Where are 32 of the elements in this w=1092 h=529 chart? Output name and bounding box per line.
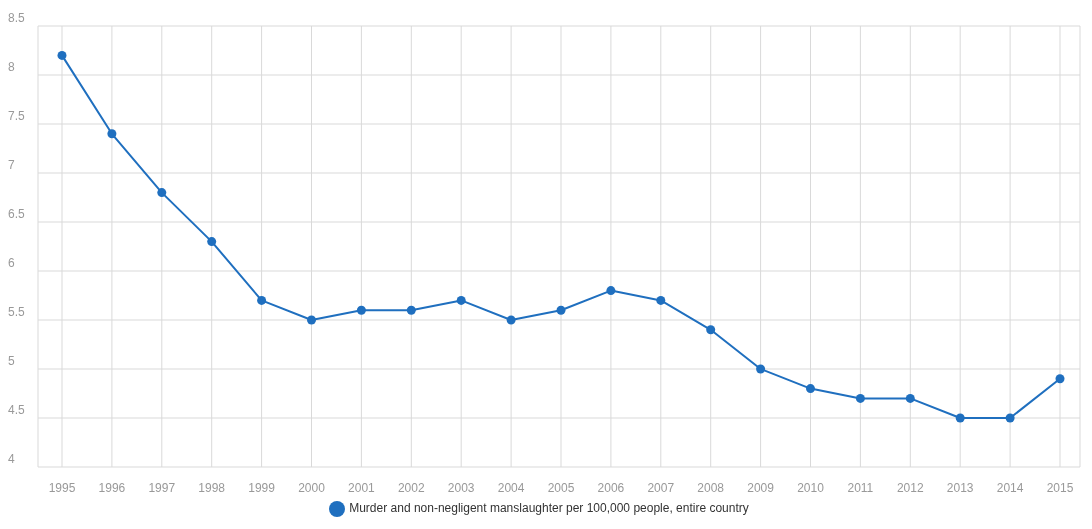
- x-tick-label: 1998: [198, 480, 226, 495]
- x-tick-label: 2015: [1046, 480, 1074, 495]
- x-tick-label: 2005: [547, 480, 575, 495]
- x-tick-label: 2000: [298, 480, 326, 495]
- y-tick-label: 7.5: [8, 109, 26, 123]
- y-tick-label: 5.5: [8, 305, 26, 319]
- y-tick-label: 6.5: [8, 207, 26, 221]
- x-tick-label: 2004: [497, 480, 525, 495]
- x-tick-label: 2006: [597, 480, 625, 495]
- x-tick-label: 1997: [148, 480, 176, 495]
- x-tick-label: 2007: [647, 480, 675, 495]
- x-tick-label: 2002: [397, 480, 425, 495]
- y-tick-label: 6: [8, 256, 15, 270]
- x-tick-label: 2001: [348, 480, 376, 495]
- x-tick-label: 1996: [98, 480, 126, 495]
- x-tick-label: 2008: [697, 480, 725, 495]
- legend-label: Murder and non-negligent manslaughter per 100,000 people, entire country: [349, 501, 749, 516]
- x-tick-label: 1995: [48, 480, 76, 495]
- x-tick-label: 2011: [847, 480, 874, 495]
- x-tick-label: 2010: [797, 480, 825, 495]
- y-tick-label: 5: [8, 354, 15, 368]
- y-tick-label: 7: [8, 158, 15, 172]
- x-tick-label: 2003: [447, 480, 475, 495]
- y-tick-label: 4: [8, 452, 15, 466]
- y-tick-label: 4.5: [8, 403, 26, 417]
- x-tick-label: 1999: [248, 480, 276, 495]
- x-tick-label: 2014: [996, 480, 1024, 495]
- x-tick-label: 2013: [946, 480, 974, 495]
- y-tick-label: 8: [8, 60, 15, 74]
- y-tick-label: 8.5: [8, 11, 26, 25]
- x-tick-label: 2009: [747, 480, 775, 495]
- x-tick-label: 2012: [896, 480, 924, 495]
